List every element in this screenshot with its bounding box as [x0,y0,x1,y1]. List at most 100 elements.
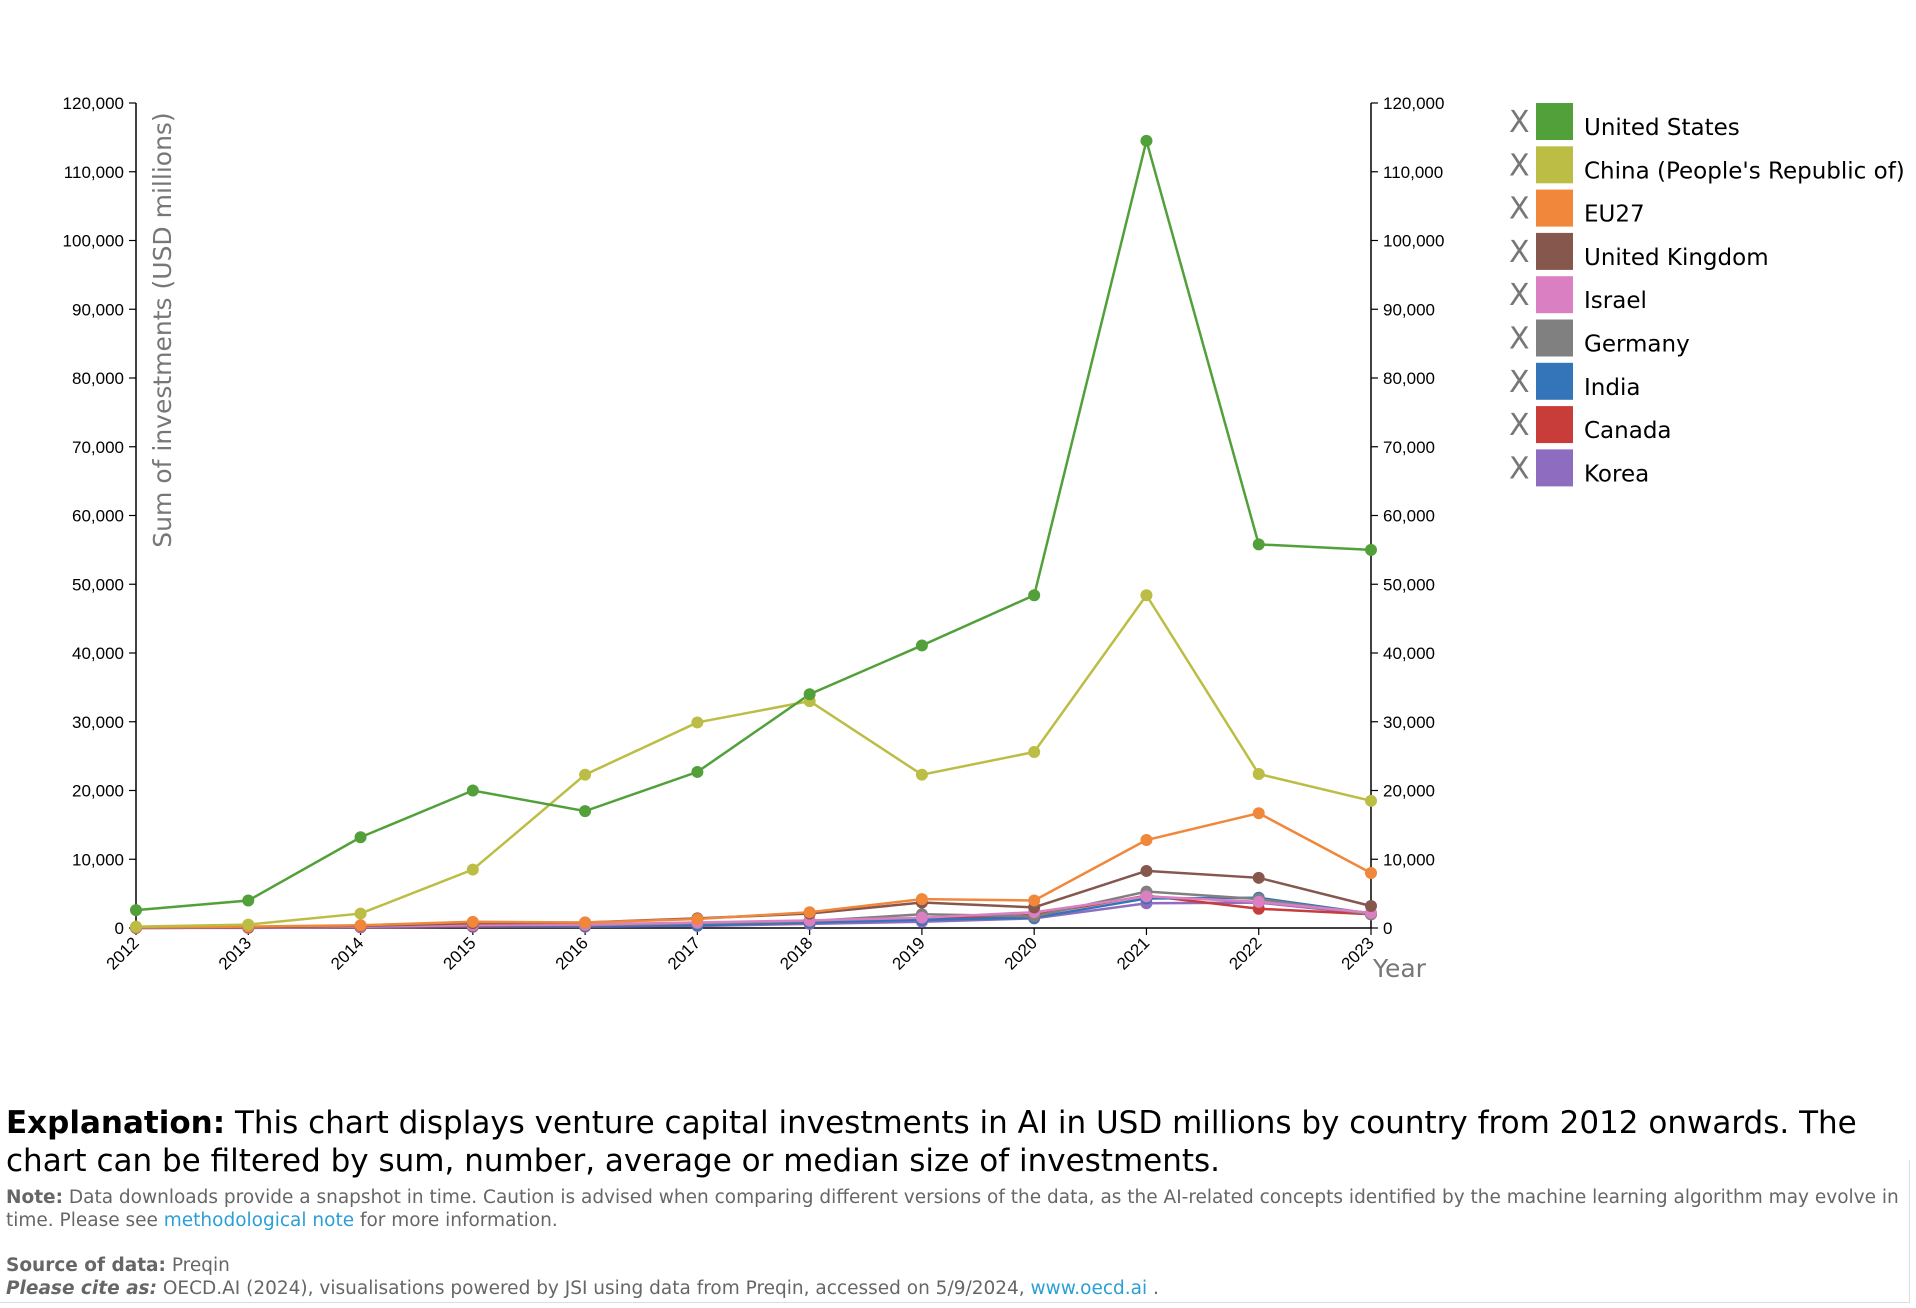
y-tick-label-right: 60,000 [1383,507,1435,526]
y-tick-label-left: 50,000 [72,575,124,594]
legend-swatch [1536,189,1573,227]
y-tick-label-right: 90,000 [1383,300,1435,319]
data-point [691,765,704,778]
legend-remove-icon[interactable]: X [1509,408,1530,443]
x-tick-label: 2015 [439,933,479,973]
data-point [691,913,704,926]
y-tick-label-right: 80,000 [1383,369,1435,388]
data-point [1365,543,1377,556]
y-tick-label-left: 40,000 [72,644,124,663]
legend-remove-icon[interactable]: X [1509,278,1530,313]
x-tick-label: 2020 [1001,933,1041,973]
data-point [1365,794,1377,807]
y-tick-label-left: 100,000 [63,232,124,251]
data-point [1252,895,1265,908]
data-point [1028,894,1041,907]
legend-swatch [1536,232,1573,270]
x-tick-label: 2018 [776,933,816,973]
legend-swatch [1536,406,1573,444]
legend-label: China (People's Republic of) [1584,158,1905,184]
data-point [1028,746,1041,758]
x-axis-label: Year [1372,954,1427,983]
note-text-end: for more information. [354,1210,558,1231]
line-chart: 0 0 10,000 10,000 20,000 20,000 30,000 30,000 40… [63,94,1905,983]
note-text: Data downloads provide a snapshot in tim… [6,1187,1899,1231]
data-point [1140,589,1153,602]
data-point [915,911,928,924]
data-point [354,831,367,844]
legend-remove-icon[interactable]: X [1509,192,1530,227]
y-tick-label-right: 110,000 [1383,163,1443,182]
methodological-note-link[interactable]: methodological note [163,1210,355,1231]
legend-remove-icon[interactable]: X [1509,322,1530,357]
legend-swatch [1536,362,1573,400]
y-tick-label-right: 120,000 [1383,94,1444,113]
data-point [1140,134,1153,147]
legend-label: Canada [1584,418,1672,444]
note: Note: Data downloads provide a snapshot … [6,1186,1906,1232]
y-tick-label-left: 30,000 [72,713,124,732]
y-axis-label: Sum of investments (USD millions) [148,112,177,547]
data-point [130,920,142,933]
y-tick-label-right: 0 [1383,919,1392,938]
legend-label: India [1584,375,1640,401]
legend-label: Israel [1584,288,1647,314]
legend-swatch [1536,276,1573,314]
series-line [135,593,1372,928]
legend-swatch [1536,103,1573,140]
y-tick-label-left: 20,000 [72,782,124,801]
legend-swatch [1536,319,1573,357]
y-tick-label-left: 10,000 [72,850,124,869]
data-point [1252,538,1265,551]
y-tick-label-right: 100,000 [1383,232,1444,251]
data-point [803,688,816,701]
y-tick-label-right: 40,000 [1383,644,1435,663]
legend-remove-icon[interactable]: X [1509,235,1530,270]
y-tick-label-right: 50,000 [1383,575,1435,594]
y-tick-label-left: 70,000 [72,438,124,457]
legend-label: United Kingdom [1584,245,1769,271]
legend-label: United States [1584,115,1740,141]
legend-label: Germany [1584,332,1690,358]
legend-remove-icon[interactable]: X [1509,105,1530,140]
citation: Please cite as: OECD.AI (2024), visualis… [6,1277,1906,1300]
explanation: Explanation: This chart displays venture… [6,1104,1906,1180]
axes: 0 0 10,000 10,000 20,000 20,000 30,000 30,000 40… [63,94,1445,974]
data-point [1028,589,1041,602]
y-tick-label-right: 20,000 [1383,782,1435,801]
data-point [466,784,479,797]
legend-swatch [1536,449,1573,487]
x-tick-label: 2022 [1225,933,1265,973]
legend-remove-icon[interactable]: X [1509,148,1530,183]
data-point [1365,900,1377,912]
data-point [579,805,592,818]
chart-footer: Explanation: This chart displays venture… [6,1104,1906,1300]
oecd-ai-link[interactable]: www.oecd.ai [1030,1278,1148,1299]
data-point [1140,890,1153,903]
data-point [242,918,255,931]
data-point [1140,864,1153,877]
legend-remove-icon[interactable]: X [1509,365,1530,400]
cite-text: OECD.AI (2024), visualisations powered b… [156,1278,1031,1299]
data-point [354,907,367,920]
legend-remove-icon[interactable]: X [1509,451,1530,486]
explanation-text: This chart displays venture capital inve… [6,1105,1857,1179]
cite-label: Please cite as: [6,1278,157,1299]
x-tick-label: 2017 [664,933,704,973]
data-point [242,894,255,907]
cite-end: . [1147,1278,1159,1299]
x-tick-label: 2013 [215,933,255,973]
divider [1909,1160,1910,1303]
data-point [1252,768,1265,780]
data-point [130,904,142,917]
y-tick-label-right: 30,000 [1383,713,1435,732]
x-tick-label: 2021 [1113,933,1153,973]
legend: X United States X China (People's Republic … [1509,103,1905,487]
x-tick-label: 2014 [327,933,367,973]
x-tick-label: 2023 [1338,933,1378,973]
source-label: Source of data: [6,1255,166,1276]
y-tick-label-left: 110,000 [64,163,124,182]
note-label: Note: [6,1187,63,1208]
divider [0,1302,1910,1303]
series-layer [130,134,1377,934]
